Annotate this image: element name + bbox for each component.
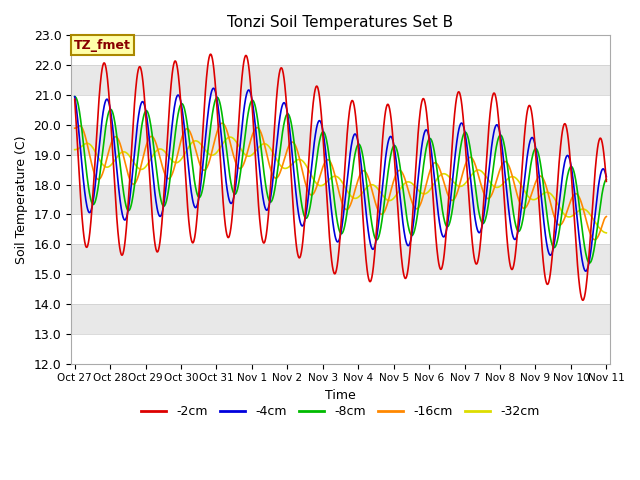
X-axis label: Time: Time bbox=[325, 389, 356, 402]
Bar bbox=[71, 95, 610, 125]
Bar bbox=[71, 125, 610, 155]
Legend: -2cm, -4cm, -8cm, -16cm, -32cm: -2cm, -4cm, -8cm, -16cm, -32cm bbox=[136, 400, 545, 423]
Bar bbox=[71, 155, 610, 185]
Text: TZ_fmet: TZ_fmet bbox=[74, 38, 131, 52]
Bar bbox=[71, 215, 610, 244]
Bar bbox=[71, 65, 610, 95]
Y-axis label: Soil Temperature (C): Soil Temperature (C) bbox=[15, 135, 28, 264]
Bar bbox=[71, 334, 610, 364]
Title: Tonzi Soil Temperatures Set B: Tonzi Soil Temperatures Set B bbox=[227, 15, 454, 30]
Bar bbox=[71, 304, 610, 334]
Bar bbox=[71, 244, 610, 274]
Bar bbox=[71, 36, 610, 65]
Bar bbox=[71, 185, 610, 215]
Bar bbox=[71, 274, 610, 304]
